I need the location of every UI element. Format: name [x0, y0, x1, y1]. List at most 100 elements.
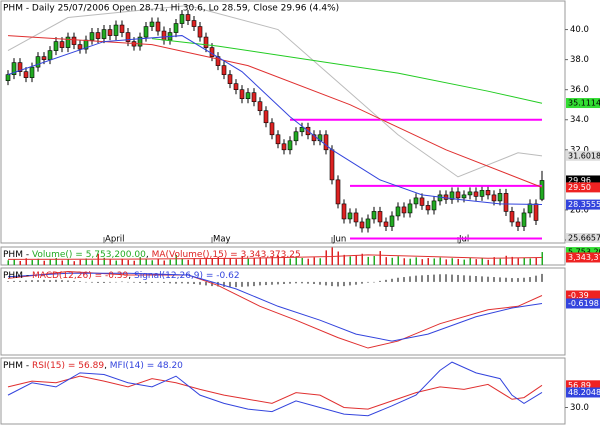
volume-bar [265, 258, 267, 265]
indicator-line [151, 38, 543, 104]
volume-bar [211, 258, 213, 265]
volume-bar [103, 257, 105, 265]
histogram-bar [253, 281, 255, 287]
histogram-bar [511, 278, 513, 282]
candle-body [17, 62, 23, 72]
histogram-bar [403, 277, 405, 282]
histogram-bar [43, 279, 45, 282]
candle-body [365, 218, 371, 229]
histogram-bar [307, 281, 309, 284]
histogram-bar [361, 281, 363, 284]
volume-bar [517, 258, 519, 265]
histogram-bar [259, 281, 261, 286]
candle-body [473, 191, 479, 197]
value-badge [566, 252, 600, 263]
volume-bar [43, 260, 45, 265]
histogram-bar [421, 275, 423, 282]
volume-bar [379, 251, 381, 265]
histogram-bar [343, 281, 345, 287]
histogram-bar [37, 280, 39, 282]
histogram-bar [319, 281, 321, 285]
histogram-bar [451, 274, 453, 282]
candle-body [359, 221, 365, 229]
candle-body [59, 41, 65, 48]
candle-body [347, 212, 353, 220]
histogram-bar [289, 281, 291, 284]
candle-body [185, 14, 191, 21]
volume-bar [325, 250, 327, 265]
volume-bar [253, 257, 255, 265]
volume-bar [541, 252, 543, 265]
volume-bar [463, 259, 465, 265]
histogram-bar [283, 281, 285, 285]
histogram-bar [439, 274, 441, 282]
histogram-bar [199, 281, 201, 285]
y-tick-label: 32.0 [570, 145, 589, 155]
histogram-bar [271, 281, 273, 285]
volume-bar [49, 259, 51, 265]
histogram-bar [517, 278, 519, 282]
candle-body [467, 191, 473, 196]
histogram-bar [145, 281, 147, 284]
indicator-line [7, 270, 543, 349]
histogram-bar [55, 279, 57, 282]
volume-bar [241, 256, 243, 265]
candle-body [161, 30, 167, 41]
candle-body [275, 134, 281, 145]
volume-bar [73, 261, 75, 265]
histogram-bar [493, 277, 495, 282]
value-badge-label: 28.3555 [568, 200, 600, 209]
candle-body [437, 194, 443, 202]
histogram-bar [445, 274, 447, 282]
candle-body [515, 221, 521, 227]
candle-body [455, 191, 461, 199]
volume-bar [403, 258, 405, 265]
value-badge [566, 199, 600, 210]
volume-bar [271, 256, 273, 265]
volume-bar [289, 258, 291, 265]
y-tick-label: 28.0 [570, 205, 589, 215]
histogram-bar [139, 281, 141, 283]
volume-bar [523, 257, 525, 265]
volume-bar [235, 259, 237, 265]
volume-bar [415, 257, 417, 265]
histogram-bar [535, 275, 537, 282]
candle-body [53, 41, 59, 51]
y-tick-label: 34.0 [570, 115, 589, 125]
candle-body [419, 197, 425, 206]
value-badge [566, 298, 600, 309]
panel [0, 267, 566, 356]
candle-body [227, 74, 233, 84]
histogram-bar [265, 281, 267, 286]
candle-body [509, 211, 515, 223]
candle-body [521, 212, 527, 227]
candle-body [263, 110, 269, 124]
volume-bar [469, 257, 471, 265]
histogram-bar [97, 281, 99, 283]
histogram-bar [121, 281, 123, 283]
histogram-bar [391, 278, 393, 282]
volume-bar [499, 258, 501, 265]
candle-body [251, 92, 257, 103]
candle-body [149, 21, 155, 27]
candle-body [425, 205, 431, 211]
value-badge [566, 380, 600, 391]
candle-body [203, 36, 209, 48]
histogram-bar [31, 280, 33, 282]
title-part: , [146, 250, 152, 260]
candle-body [11, 62, 17, 75]
histogram-bar [73, 280, 75, 282]
histogram-bar [475, 276, 477, 282]
histogram-bar [133, 281, 135, 283]
volume-bar [223, 258, 225, 265]
value-badge-label: -0.39 [568, 291, 589, 300]
volume-bar [139, 257, 141, 265]
histogram-bar [367, 281, 369, 283]
indicator-line [7, 254, 543, 260]
volume-bar [277, 255, 279, 265]
volume-bar [391, 257, 393, 265]
y-tick-label: 38.0 [570, 55, 589, 65]
volume-bar [505, 255, 507, 265]
candle-body [179, 14, 185, 24]
histogram-bar [7, 281, 9, 282]
